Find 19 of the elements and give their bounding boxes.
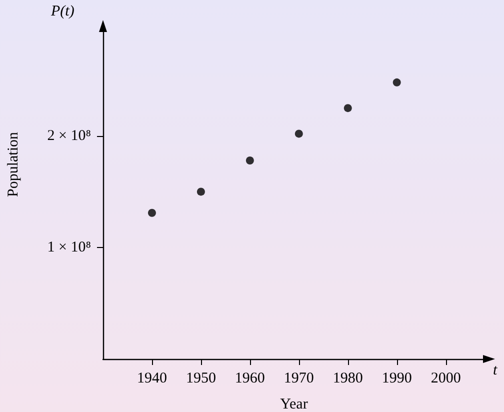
x-tick-label: 1990 [382,370,412,386]
point [148,208,156,217]
text: P(t) [50,4,74,20]
x-tick-label: 1950 [186,370,216,386]
y-tick-label: 2 × 10⁸ [47,128,91,144]
y-tick-label: 1 × 10⁸ [47,239,91,256]
x-tick-label: 1970 [284,370,314,386]
text: t [493,362,498,378]
x-tick-label: 1980 [332,370,363,386]
point [294,130,303,138]
point [392,78,401,86]
x-tick-label: 1940 [136,370,167,386]
y-axis-title: Population [6,132,22,198]
point [196,188,205,196]
x-axis-title: Year [280,396,308,412]
x-tick-label: 2000 [430,370,461,386]
x-tick-label: 1960 [234,370,265,386]
point [246,156,254,164]
point [344,104,352,112]
